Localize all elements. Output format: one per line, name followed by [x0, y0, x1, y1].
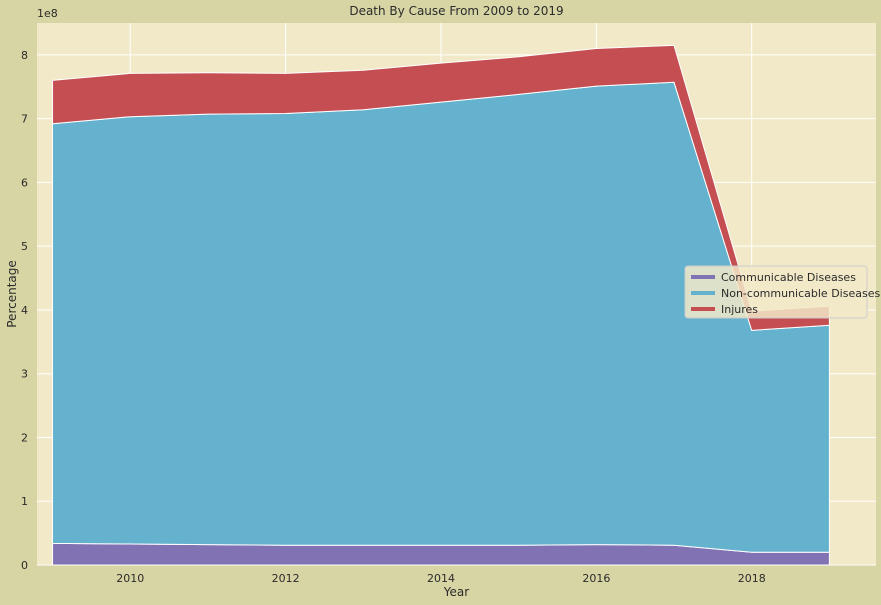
legend-label: Injures: [721, 303, 758, 316]
x-tick-label: 2012: [272, 572, 300, 585]
x-tick-label: 2016: [582, 572, 610, 585]
area-series-group: [52, 44, 830, 566]
y-tick-label: 8: [21, 49, 28, 62]
x-axis-label: Year: [443, 585, 469, 599]
y-tick-label: 2: [21, 431, 28, 444]
y-tick-label: 4: [21, 304, 28, 317]
legend: Communicable Diseases Non-communicable Di…: [684, 265, 880, 319]
x-tick-label: 2014: [427, 572, 455, 585]
y-tick-label: 3: [21, 368, 28, 381]
y-axis-label: Percentage: [5, 260, 19, 328]
y-tick-label: 6: [21, 176, 28, 189]
x-axis-ticks: 2010 2012 2014 2016 2018: [116, 572, 765, 585]
y-tick-label: 1: [21, 495, 28, 508]
y-tick-label: 0: [21, 559, 28, 572]
area-injures: [52, 44, 830, 331]
y-axis-offset-label: 1e8: [37, 7, 58, 20]
x-tick-label: 2010: [116, 572, 144, 585]
legend-label: Non-communicable Diseases: [721, 287, 880, 300]
legend-label: Communicable Diseases: [721, 271, 856, 284]
chart-title: Death By Cause From 2009 to 2019: [349, 4, 563, 18]
y-tick-label: 5: [21, 240, 28, 253]
y-tick-label: 7: [21, 113, 28, 126]
y-axis-ticks: 0 1 2 3 4 5 6 7 8: [21, 49, 28, 572]
x-tick-label: 2018: [738, 572, 766, 585]
legend-box: [684, 265, 868, 319]
